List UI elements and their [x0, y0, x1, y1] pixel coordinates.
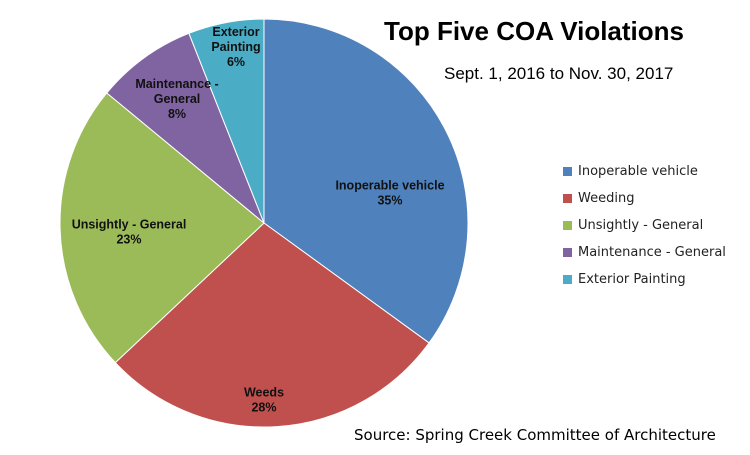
chart-title: Top Five COA Violations	[384, 16, 684, 46]
slice-name-label: Unsightly - General	[72, 218, 187, 232]
legend-swatch	[563, 275, 572, 284]
pie-slice	[59, 92, 265, 364]
chart-legend: Inoperable vehicle Weeding Unsightly - G…	[563, 158, 726, 293]
legend-label: Unsightly - General	[578, 218, 704, 233]
pie-slice	[114, 222, 430, 428]
slice-name-label: Maintenance -	[135, 77, 218, 91]
slice-percent-label: 23%	[116, 233, 141, 247]
slice-name-label: Exterior	[212, 25, 259, 39]
chart-source: Source: Spring Creek Committee of Archit…	[354, 426, 716, 444]
legend-item: Unsightly - General	[563, 212, 726, 239]
legend-item: Weeding	[563, 185, 726, 212]
chart-subtitle: Sept. 1, 2016 to Nov. 30, 2017	[444, 64, 674, 83]
slice-label: Maintenance -General 8%	[135, 77, 218, 121]
slice-name-label: General	[154, 92, 201, 106]
legend-item: Inoperable vehicle	[563, 158, 726, 185]
slice-percent-label: 35%	[377, 194, 402, 208]
legend-swatch	[563, 221, 572, 230]
pie-slice	[188, 18, 265, 224]
slice-name-label: Inoperable vehicle	[335, 179, 444, 193]
legend-label: Maintenance - General	[578, 245, 726, 260]
slice-label: Unsightly - General 23%	[72, 218, 187, 247]
legend-swatch	[563, 248, 572, 257]
pie-slice	[106, 32, 265, 224]
slice-label: Inoperable vehicle 35%	[335, 179, 444, 208]
pie-slice	[263, 18, 469, 344]
legend-label: Weeding	[578, 191, 635, 206]
slice-label: Weeds 28%	[244, 386, 284, 415]
slice-percent-label: 8%	[168, 107, 186, 121]
legend-label: Inoperable vehicle	[578, 164, 698, 179]
slice-label: Exterior Painting 6%	[211, 25, 260, 69]
legend-swatch	[563, 194, 572, 203]
legend-item: Maintenance - General	[563, 239, 726, 266]
legend-item: Exterior Painting	[563, 266, 726, 293]
slice-name-label: Painting	[211, 40, 260, 54]
slice-name-label: Weeds	[244, 386, 284, 400]
legend-label: Exterior Painting	[578, 272, 686, 287]
legend-swatch	[563, 167, 572, 176]
slice-percent-label: 6%	[227, 55, 245, 69]
slice-percent-label: 28%	[251, 401, 276, 415]
